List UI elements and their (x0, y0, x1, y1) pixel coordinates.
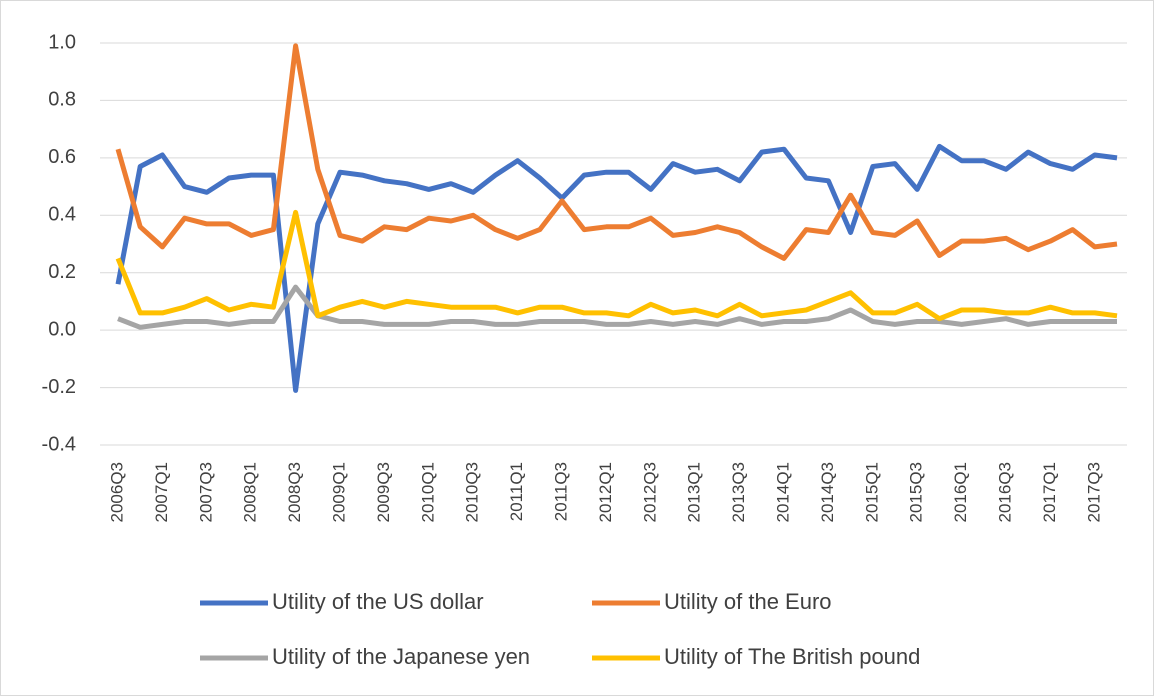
series-line (117, 284, 1117, 330)
y-tick-label: -0.4 (42, 433, 76, 455)
y-tick-label: 0.8 (48, 89, 76, 111)
x-tick-label: 2013Q3 (729, 462, 748, 523)
x-tick-label: 2017Q1 (1040, 462, 1059, 523)
y-tick-label: 1.0 (48, 31, 76, 53)
x-tick-label: 2007Q1 (152, 462, 171, 523)
series-line (115, 143, 1118, 393)
x-tick-label: 2008Q3 (285, 462, 304, 523)
series-line (115, 43, 1118, 261)
x-tick-label: 2013Q1 (685, 462, 704, 523)
x-tick-label: 2010Q3 (463, 462, 482, 523)
x-tick-label: 2014Q1 (773, 462, 792, 523)
y-tick-label: 0.4 (48, 204, 76, 226)
x-tick-label: 2007Q3 (196, 462, 215, 523)
y-tick-label: 0.2 (48, 261, 76, 283)
y-tick-label: 0.6 (48, 146, 76, 168)
series-line (115, 209, 1118, 322)
x-tick-label: 2017Q3 (1084, 462, 1103, 523)
x-tick-label: 2012Q1 (596, 462, 615, 523)
x-tick-label: 2008Q1 (241, 462, 260, 523)
legend-label: Utility of The British pound (664, 644, 920, 669)
y-tick-label: -0.2 (42, 376, 76, 398)
x-tick-label: 2011Q1 (507, 462, 526, 521)
legend-label: Utility of the Euro (664, 589, 832, 614)
x-tick-label: 2006Q3 (107, 462, 126, 523)
x-tick-label: 2014Q3 (818, 462, 837, 523)
x-tick-label: 2009Q1 (329, 462, 348, 523)
x-tick-label: 2012Q3 (640, 462, 659, 523)
legend-label: Utility of the US dollar (272, 589, 484, 614)
x-tick-label: 2009Q3 (374, 462, 393, 523)
y-tick-label: 0.0 (48, 318, 76, 340)
x-tick-label: 2011Q3 (551, 462, 570, 521)
x-tick-label: 2010Q1 (418, 462, 437, 523)
x-tick-label: 2015Q1 (862, 462, 881, 523)
legend-label: Utility of the Japanese yen (272, 644, 530, 669)
x-tick-label: 2016Q3 (995, 462, 1014, 523)
x-tick-label: 2015Q3 (907, 462, 926, 523)
x-tick-label: 2016Q1 (951, 462, 970, 523)
